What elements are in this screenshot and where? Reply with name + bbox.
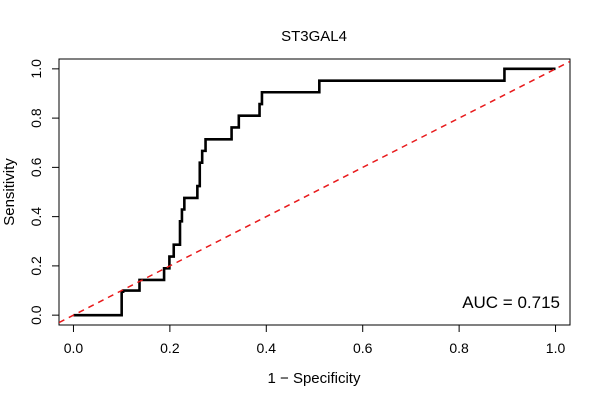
auc-annotation: AUC = 0.715 bbox=[462, 293, 560, 312]
roc-curve-line bbox=[73, 67, 556, 317]
x-axis-label: 1 − Specificity bbox=[268, 370, 361, 387]
x-tick-label: 0.6 bbox=[353, 340, 373, 356]
y-axis-label: Sensitivity bbox=[1, 158, 18, 226]
y-tick-label: 0.8 bbox=[28, 108, 44, 128]
x-axis: 0.0 0.2 0.4 0.6 0.8 1.0 bbox=[64, 324, 566, 356]
y-tick-label: 0.0 bbox=[28, 305, 44, 325]
x-tick-label: 1.0 bbox=[546, 340, 566, 356]
y-tick-label: 1.0 bbox=[28, 59, 44, 79]
x-tick-label: 0.4 bbox=[257, 340, 277, 356]
x-tick-label: 0.2 bbox=[160, 340, 180, 356]
x-tick-label: 0.0 bbox=[64, 340, 84, 356]
chart-title: ST3GAL4 bbox=[281, 28, 347, 45]
x-tick-label: 0.8 bbox=[449, 340, 469, 356]
y-tick-label: 0.2 bbox=[28, 256, 44, 276]
reference-diagonal-line bbox=[59, 60, 570, 324]
y-axis: 0.0 0.2 0.4 0.6 0.8 1.0 bbox=[28, 59, 60, 325]
y-tick-label: 0.4 bbox=[28, 207, 44, 227]
y-tick-label: 0.6 bbox=[28, 157, 44, 177]
series-group bbox=[59, 60, 570, 324]
